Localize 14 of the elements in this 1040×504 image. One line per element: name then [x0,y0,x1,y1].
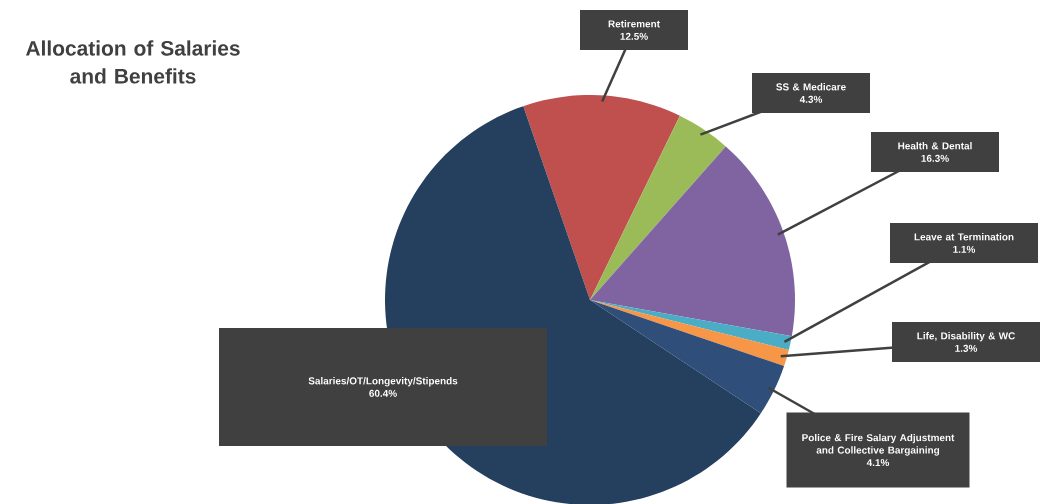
slice-label: Salaries/OT/Longevity/Stipends [308,377,458,387]
slice-label: Retirement [608,20,660,28]
text: Allocation of Salaries and Benefits [25,40,240,84]
data-label: 1.1% [953,245,976,253]
data-label: 1.3% [955,344,978,352]
data-label: 60.4% [369,389,397,397]
slice-label: SS & Medicare [776,83,846,91]
data-label: 12.5% [620,32,648,40]
data-label: 16.3% [921,154,949,162]
data-label: 4.1% [866,459,890,467]
slice-label: Life, Disability & WC [917,332,1015,342]
data-label: 4.3% [799,95,823,103]
slice-label: Leave at Termination [914,233,1014,241]
slice-label: Health & Dental [898,142,972,150]
